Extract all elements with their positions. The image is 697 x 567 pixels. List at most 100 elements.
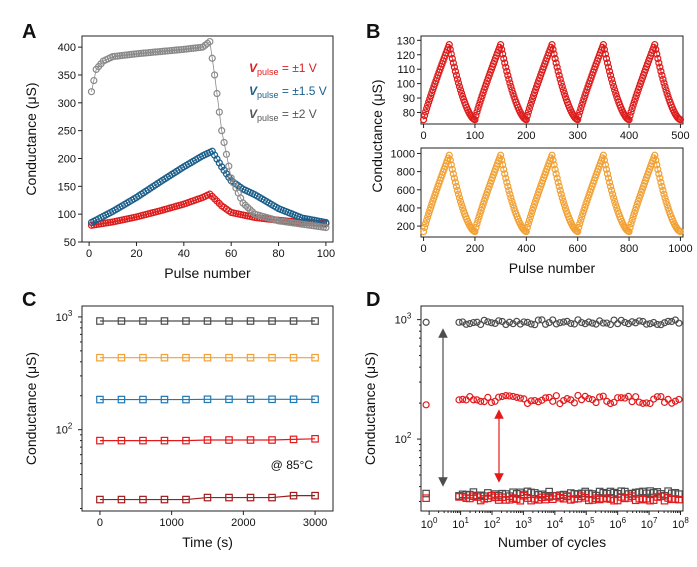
data-point [525, 104, 533, 113]
data-point [423, 104, 431, 113]
data-point-series-2 [142, 49, 150, 57]
data-point [445, 41, 453, 49]
data-point-series-1 [117, 353, 126, 362]
data-point [509, 201, 517, 209]
data-point [422, 220, 430, 228]
y-tick-label: 1000 [391, 148, 415, 160]
y-tick-label: 150 [58, 181, 76, 193]
data-point-series-0 [477, 320, 485, 329]
x-tick-label: 106 [609, 516, 626, 531]
data-point [657, 178, 665, 186]
y-axis-label: Conductance (μS) [23, 82, 39, 195]
data-point-series-0 [96, 317, 104, 325]
data-point [629, 213, 637, 221]
data-point [549, 45, 557, 53]
data-point-series-2 [130, 50, 138, 58]
data-point-series-3 [203, 436, 212, 444]
data-point-series-0 [549, 316, 557, 324]
data-point-series-2 [154, 48, 162, 56]
data-point [626, 111, 634, 120]
data-point-series-4 [311, 491, 319, 500]
data-point [454, 79, 463, 87]
data-point [478, 203, 486, 211]
data-point [652, 45, 660, 53]
series-line [99, 495, 316, 501]
data-point-series-0 [621, 318, 629, 327]
x-tick-label: 200 [517, 130, 535, 142]
data-point-series-0 [653, 320, 661, 329]
data-point [473, 108, 481, 116]
data-point-series-2 [187, 44, 195, 53]
data-point-series-0 [516, 320, 524, 328]
data-point [560, 89, 568, 97]
y-tick-label: 200 [397, 221, 415, 233]
data-point [652, 156, 660, 164]
data-point-series-2 [125, 51, 133, 59]
data-point-series-2 [96, 395, 104, 404]
data-point-series-0 [606, 320, 615, 329]
data-point-series-2 [158, 47, 167, 55]
data-point [604, 63, 613, 71]
data-point [447, 50, 455, 58]
data-point [506, 190, 514, 198]
data-point [554, 67, 562, 75]
data-point-series-1 [480, 397, 488, 406]
x-tick-label: 20 [130, 248, 142, 260]
data-point-series-1 [639, 399, 647, 407]
data-point [549, 156, 557, 164]
data-point [627, 220, 635, 228]
x-tick-label: 101 [452, 516, 469, 531]
data-point-series-2 [135, 49, 143, 58]
data-point [556, 186, 564, 194]
data-point-series-1 [617, 394, 625, 402]
data-point-series-2 [211, 71, 219, 79]
data-point-series-0 [484, 318, 492, 326]
data-point-series-3 [246, 436, 255, 444]
data-point [446, 45, 454, 53]
data-point [503, 178, 511, 186]
x-tick-label: 100 [421, 516, 438, 531]
data-point [479, 200, 487, 208]
data-point-series-1 [225, 353, 233, 362]
y-tick-label: 250 [58, 126, 76, 138]
data-point [449, 170, 457, 178]
data-point-series-2 [90, 76, 98, 85]
data-point [474, 216, 482, 224]
data-point-series-0 [462, 320, 470, 328]
panel-B-top: 0 100 200 300 400 500 80 90 100 110 120 130 [397, 35, 690, 142]
x-tick-label: 108 [672, 516, 689, 531]
data-point-series-1 [139, 353, 147, 362]
data-point [628, 216, 636, 224]
data-point-series-0 [642, 320, 651, 328]
data-point [580, 95, 588, 103]
y-tick-label: 200 [58, 153, 76, 165]
data-point-series-1 [484, 393, 492, 401]
data-point-series-1 [632, 393, 640, 401]
data-point [501, 170, 509, 178]
data-point [601, 161, 610, 169]
data-point-series-0 [632, 319, 640, 327]
data-point-series-1 [614, 394, 622, 402]
data-point [578, 213, 586, 221]
y-tick-label: 600 [397, 185, 415, 197]
data-point-series-2 [268, 395, 276, 404]
data-point [507, 194, 515, 202]
data-point-series-0 [495, 317, 503, 325]
data-point-series-1 [603, 397, 611, 405]
data-point [426, 95, 434, 103]
data-point [526, 213, 535, 221]
data-point [473, 220, 481, 228]
data-point-series-1 [160, 353, 169, 362]
data-point [506, 79, 514, 87]
data-point-series-2 [177, 45, 186, 54]
data-point [552, 59, 560, 67]
data-point-series-4 [139, 495, 147, 504]
data-point-series-0 [466, 320, 474, 328]
data-point [661, 194, 669, 202]
x-tick-label: 60 [225, 248, 237, 260]
data-point [480, 197, 488, 205]
data-point-series-1 [628, 398, 636, 406]
data-point [498, 45, 506, 53]
data-point-series-1 [581, 392, 589, 400]
